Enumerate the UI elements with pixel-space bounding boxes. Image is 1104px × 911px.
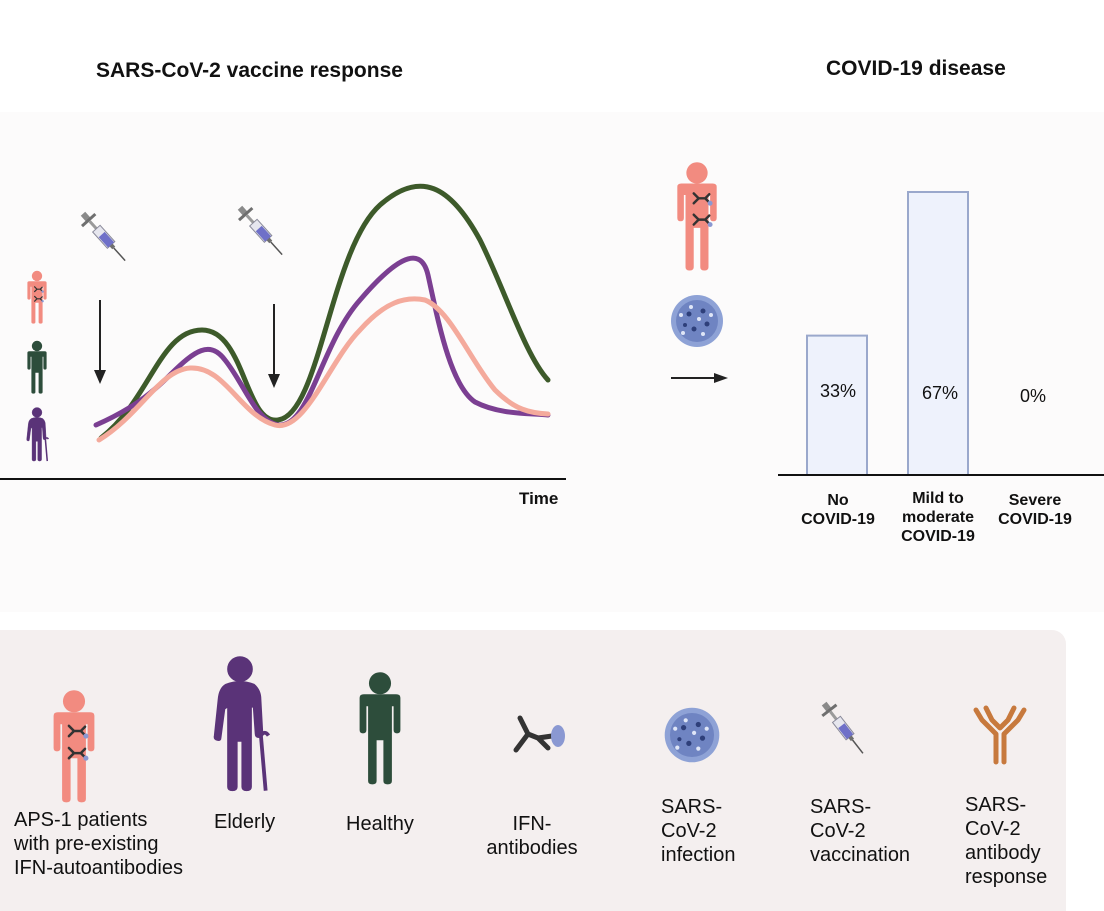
legend-elderly-label: Elderly [214,811,276,833]
legend-aps1-icon [53,690,95,803]
covid-disease-title: COVID-19 disease [826,57,1006,80]
bar-0 [806,334,868,476]
ifn-antibody-icon [513,715,565,753]
aps1-person-icon [27,270,47,324]
legend-aps1-label: APS-1 patients with pre-existing IFN-autoa… [14,809,183,879]
bar-value-label: 67% [921,383,959,403]
legend-antibody-icon [973,705,1027,765]
legend-virus-icon [664,707,720,763]
virus-icon [671,295,723,347]
category-label-mild-covid: Mild to moderate COVID-19 [901,490,975,545]
down-arrow-icon [268,304,280,388]
legend-elderly-icon [212,654,271,793]
syringe-icon [232,200,290,262]
legend-infection-label: SARS- CoV-2 infection [661,796,736,866]
right-arrow-icon [671,373,728,383]
category-label-severe-covid: Severe COVID-19 [998,492,1072,528]
bar-value-label: 0% [1019,386,1046,406]
time-axis-label: Time [519,489,559,508]
legend-vaccination-label: SARS- CoV-2 vaccination [810,796,911,866]
bar-chart [806,191,969,476]
syringe-icon [75,206,133,268]
elderly-person-icon [25,406,50,462]
healthy-person-icon [27,340,47,394]
legend-ifn-antibodies-label: IFN-antibodies [486,813,578,859]
vaccine-response-title: SARS-CoV-2 vaccine response [96,59,403,82]
bar-value-label: 33% [819,381,857,401]
healthy-response-curve [98,183,551,441]
legend-syringe-icon [816,697,871,760]
elderly-response-curve [93,255,551,428]
legend-antibody-response-label: SARS- CoV-2 antibody response [965,794,1048,888]
aps1-person-icon [677,162,717,271]
category-label-no-covid: No COVID-19 [801,492,875,528]
aps1-response-curve [96,296,551,443]
legend-healthy-icon [359,672,401,785]
legend-healthy-label: Healthy [346,813,414,835]
down-arrow-icon [94,300,106,384]
bar-1 [907,191,969,476]
legend-panel [0,630,1066,911]
